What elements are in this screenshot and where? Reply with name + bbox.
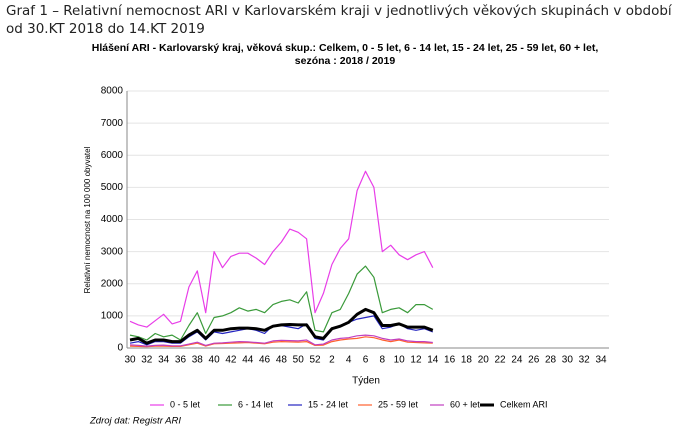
x-tick-label: 10 (394, 355, 406, 366)
x-tick-label: 4 (346, 355, 352, 366)
chart-title: Hlášení ARI - Karlovarský kraj, věková s… (91, 42, 599, 67)
y-tick-label: 0 (117, 343, 123, 354)
x-tick-label: 20 (478, 355, 490, 366)
legend-label: 0 - 5 let (170, 399, 201, 409)
x-tick-label: 2 (329, 355, 335, 366)
legend-label: 25 - 59 let (378, 399, 419, 409)
x-axis-label: Týden (352, 376, 380, 387)
x-tick-label: 8 (380, 355, 386, 366)
series-line (129, 265, 434, 341)
series-line (129, 334, 433, 347)
x-tick-label: 6 (363, 355, 369, 366)
y-axis-label: Relativní nemocnost na 100 000 obyvatel (83, 146, 92, 293)
x-tick-label: 46 (259, 355, 271, 366)
x-tick-label: 28 (545, 355, 557, 366)
legend-label: 15 - 24 let (308, 399, 349, 409)
x-tick-label: 12 (410, 355, 422, 366)
y-tick-label: 5000 (101, 182, 124, 193)
y-tick-label: 1000 (101, 311, 124, 322)
x-tick-label: 18 (461, 355, 473, 366)
y-tick-label: 8000 (101, 86, 124, 97)
x-tick-label: 30 (124, 355, 136, 366)
x-tick-label: 34 (595, 355, 607, 366)
x-tick-label: 36 (175, 355, 187, 366)
x-tick-label: 14 (427, 355, 439, 366)
legend-label: 6 - 14 let (238, 399, 274, 409)
y-tick-label: 6000 (101, 150, 124, 161)
x-tick-label: 52 (309, 355, 321, 366)
x-tick-label: 44 (242, 355, 254, 366)
x-tick-label: 40 (209, 355, 221, 366)
legend-label: Celkem ARI (500, 399, 548, 409)
x-tick-label: 32 (579, 355, 591, 366)
x-tick-label: 42 (225, 355, 237, 366)
y-tick-label: 2000 (101, 278, 124, 289)
x-tick-label: 24 (511, 355, 523, 366)
x-tick-label: 16 (444, 355, 456, 366)
series-line (129, 307, 434, 345)
source: Zdroj dat: Registr ARI (89, 416, 181, 427)
x-tick-label: 48 (276, 355, 288, 366)
x-tick-label: 30 (562, 355, 574, 366)
series-line (129, 170, 434, 328)
x-tick-label: 26 (528, 355, 540, 366)
x-tick-label: 22 (495, 355, 507, 366)
y-tick-label: 7000 (101, 118, 124, 129)
y-tick-label: 4000 (101, 214, 124, 225)
heading: Graf 1 – Relativní nemocnost ARI v Karlo… (6, 3, 672, 37)
x-tick-label: 50 (293, 355, 305, 366)
legend-label: 60 + let (450, 399, 480, 409)
y-tick-label: 3000 (101, 246, 124, 257)
x-tick-label: 32 (141, 355, 153, 366)
x-tick-label: 34 (158, 355, 170, 366)
x-tick-label: 38 (192, 355, 204, 366)
